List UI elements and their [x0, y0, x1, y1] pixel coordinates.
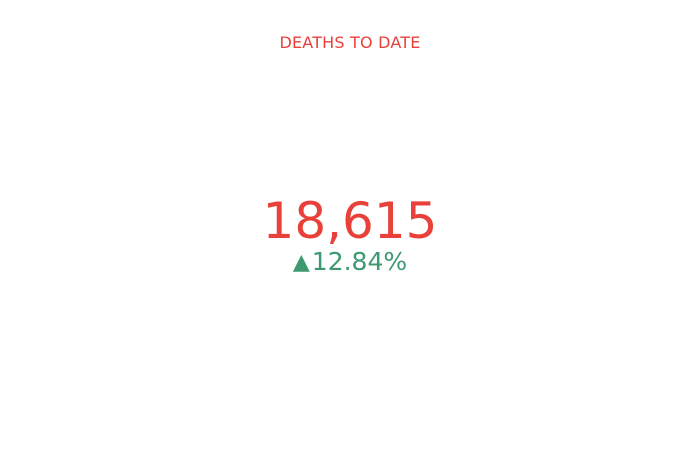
triangle-up-icon: ▲ — [292, 250, 310, 275]
indicator-delta-text: 12.84% — [311, 247, 408, 276]
indicator-title: DEATHS TO DATE — [279, 33, 421, 52]
indicator-delta: ▲12.84% — [0, 246, 700, 280]
indicator-value: 18,615 — [262, 192, 438, 250]
